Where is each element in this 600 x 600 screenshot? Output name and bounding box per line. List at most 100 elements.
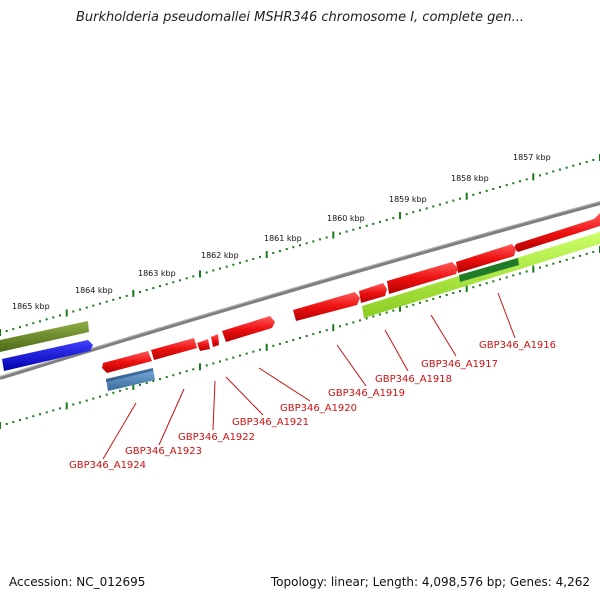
ruler-dot [45,411,48,414]
gene-label-a1916[interactable]: GBP346_A1916 [479,340,556,351]
gene-label-a1917[interactable]: GBP346_A1917 [421,359,498,370]
ruler-dot [272,252,275,254]
ruler-major-tick [465,192,468,200]
ruler-major-tick [132,382,135,390]
ruler-dot [552,170,555,173]
ruler-major-tick [0,422,1,429]
steel-blue-feature[interactable] [106,368,155,391]
ruler-dot [239,261,241,264]
ruler-dot [492,280,495,283]
ruler-dot [412,211,415,214]
ruler-dot [385,219,388,221]
ruler-dot [572,256,575,259]
ruler-dot [112,298,115,301]
ruler-dot [152,380,155,382]
gene-label-a1921[interactable]: GBP346_A1921 [232,417,309,428]
ruler-dot [205,364,208,367]
gene-arrow-a1922b[interactable] [197,339,210,351]
ruler-dot [545,172,548,175]
ruler-dot [379,313,381,316]
ruler-dot [405,305,408,308]
gene-arrow-a1922[interactable] [211,334,219,347]
ruler-dot [212,269,215,272]
ruler-dot [459,290,461,293]
ruler-dot [299,337,301,339]
ruler-dot [292,339,295,341]
ruler-dot [72,310,75,313]
ruler-dot [125,387,128,390]
ruler-major-tick [332,231,335,239]
ruler-dot [425,207,428,210]
gene-arrow-a1920[interactable] [293,292,360,321]
gene-label-a1920[interactable]: GBP346_A1920 [280,403,357,414]
ruler-dot [419,209,421,212]
ruler-dot [552,262,555,265]
ruler-dot [472,286,475,289]
ruler-dot [485,189,488,192]
gene-arrow-a1919[interactable] [359,283,387,303]
ruler-dot [359,319,361,322]
ruler-dot [232,263,235,266]
ruler-dot [479,284,481,287]
ruler-dot [39,413,41,416]
ruler-dot [499,278,501,281]
ruler-dot [512,274,515,277]
ruler-dot [379,220,381,223]
ruler-dot [579,162,581,165]
gene-arrow-a1918[interactable] [387,262,458,294]
ruler-dot [565,166,568,169]
ruler-dot [25,417,28,420]
gene-label-a1922[interactable]: GBP346_A1922 [178,432,255,443]
ruler-dot [545,264,548,267]
ruler-dot [245,352,248,355]
gene-label-a1919[interactable]: GBP346_A1919 [328,388,405,399]
kbp-label-1861: 1861 kbp [264,234,302,243]
ruler-dot [105,300,108,303]
ruler-dot [25,324,28,327]
ruler-dot [185,370,188,373]
ruler-major-tick [0,329,1,336]
gene-arrow-a1921[interactable] [222,316,275,342]
ruler-dot [499,186,501,188]
kbp-label-1859: 1859 kbp [389,195,427,204]
ruler-dot [5,330,8,332]
gene-arrow-a1923[interactable] [151,338,197,360]
ruler-dot [252,350,255,353]
olive-feature[interactable] [0,321,89,352]
ruler-dot [105,393,108,396]
ruler-dot [139,383,141,386]
ruler-dot [479,191,481,194]
kbp-label-1863: 1863 kbp [138,269,176,278]
ruler-dot [539,266,541,269]
ruler-dot [352,228,355,231]
ruler-dot [225,358,228,361]
ruler-dot [252,257,255,260]
ruler-major-tick [399,212,401,220]
ruler-dot [445,294,448,296]
gene-label-a1918[interactable]: GBP346_A1918 [375,374,452,385]
kbp-label-1865: 1865 kbp [12,302,50,311]
ruler-major-tick [199,270,201,278]
ruler-dot [259,255,261,258]
ruler-major-tick [65,309,68,317]
ruler-dot [425,299,428,302]
summary-text: Topology: linear; Length: 4,098,576 bp; … [270,575,590,589]
gene-label-a1924[interactable]: GBP346_A1924 [69,460,146,471]
gene-arrow-a1917[interactable] [456,244,516,273]
ruler-dot [59,314,61,317]
ruler-dot [92,304,95,307]
ruler-dot [99,395,101,398]
gene-label-a1923[interactable]: GBP346_A1923 [125,446,202,457]
ruler-dot [192,275,195,278]
blue-feature[interactable] [2,340,93,371]
ruler-dot [439,295,441,298]
lower-ruler [0,246,600,429]
ruler-dot [519,272,521,275]
ruler-dot [592,158,595,161]
gene-arrow-a1916[interactable] [514,213,600,252]
ruler-dot [512,182,515,185]
dark-green-feature[interactable] [459,258,519,282]
ruler-dot [285,248,288,251]
gene-arrow-a1924[interactable] [102,351,152,373]
